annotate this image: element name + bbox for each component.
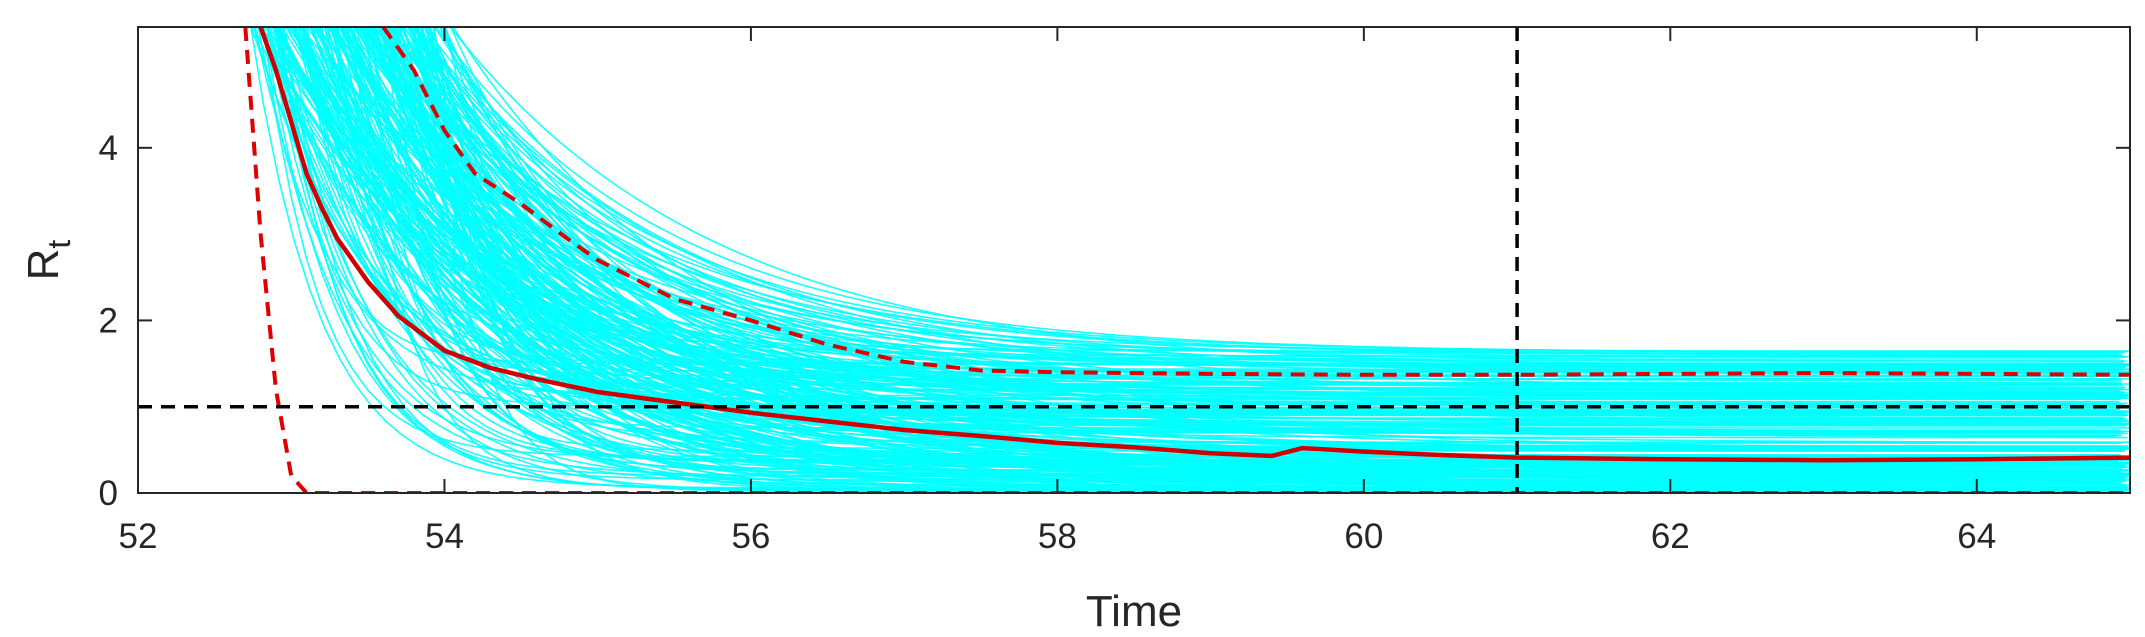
ensemble-line [250,27,2118,489]
x-axis: 52 54 56 58 60 62 64 [119,27,1996,556]
ensemble-line [434,27,2125,354]
ensemble-line [415,27,2130,469]
ensemble-line [403,27,2117,434]
x-tick-label: 58 [1038,517,1077,556]
ensemble-line [355,27,2124,433]
ensemble-line [428,27,2124,459]
ensemble-line [414,27,2125,395]
y-tick-label: 0 [99,474,118,513]
ensemble-line [384,27,2124,489]
ensemble-line [274,27,2121,385]
ensemble-line [387,27,2129,447]
ensemble-line [301,27,2120,485]
x-tick-label: 60 [1344,517,1383,556]
x-tick-label: 62 [1651,517,1690,556]
ensemble-line [265,27,2126,369]
ensemble-line [380,27,2124,466]
reference-lines [138,27,2130,493]
ensemble-line [274,27,2121,392]
y-axis-label: Rt [19,240,77,281]
series-line-0 [258,27,2130,463]
ensemble-line [382,27,2128,471]
x-tick-label: 52 [119,517,158,556]
plot-frame [137,26,2131,494]
ensemble-line [286,27,2117,377]
series-line-1 [381,27,2130,377]
ensemble-line [396,27,2121,437]
ensemble-line [364,27,2126,452]
x-axis-label: Time [1086,587,1182,636]
ensemble-line [256,27,2119,386]
ensemble-line [344,27,2119,481]
ensemble-line [329,27,2117,427]
ensemble-line [257,27,2122,444]
ensemble-line [265,27,2130,370]
ensemble-line [388,27,2127,488]
y-axis-label-group: Rt [19,240,77,281]
ensemble-line [433,27,2126,375]
ensemble-line [356,27,2129,416]
ensemble-line [363,27,2130,400]
ensemble-line [393,27,2122,413]
x-tick-label: 64 [1957,517,1996,556]
ensemble-line [310,27,2128,476]
y-tick-label: 2 [99,301,118,340]
y-tick-label: 4 [99,129,118,168]
ensemble-line [374,27,2126,407]
y-axis: 0 2 4 [99,129,2130,513]
ensemble-line [360,27,2130,366]
x-tick-label: 56 [731,517,770,556]
series-layer [243,27,2130,493]
x-tick-label: 54 [425,517,464,556]
ensemble-line [403,27,2126,422]
